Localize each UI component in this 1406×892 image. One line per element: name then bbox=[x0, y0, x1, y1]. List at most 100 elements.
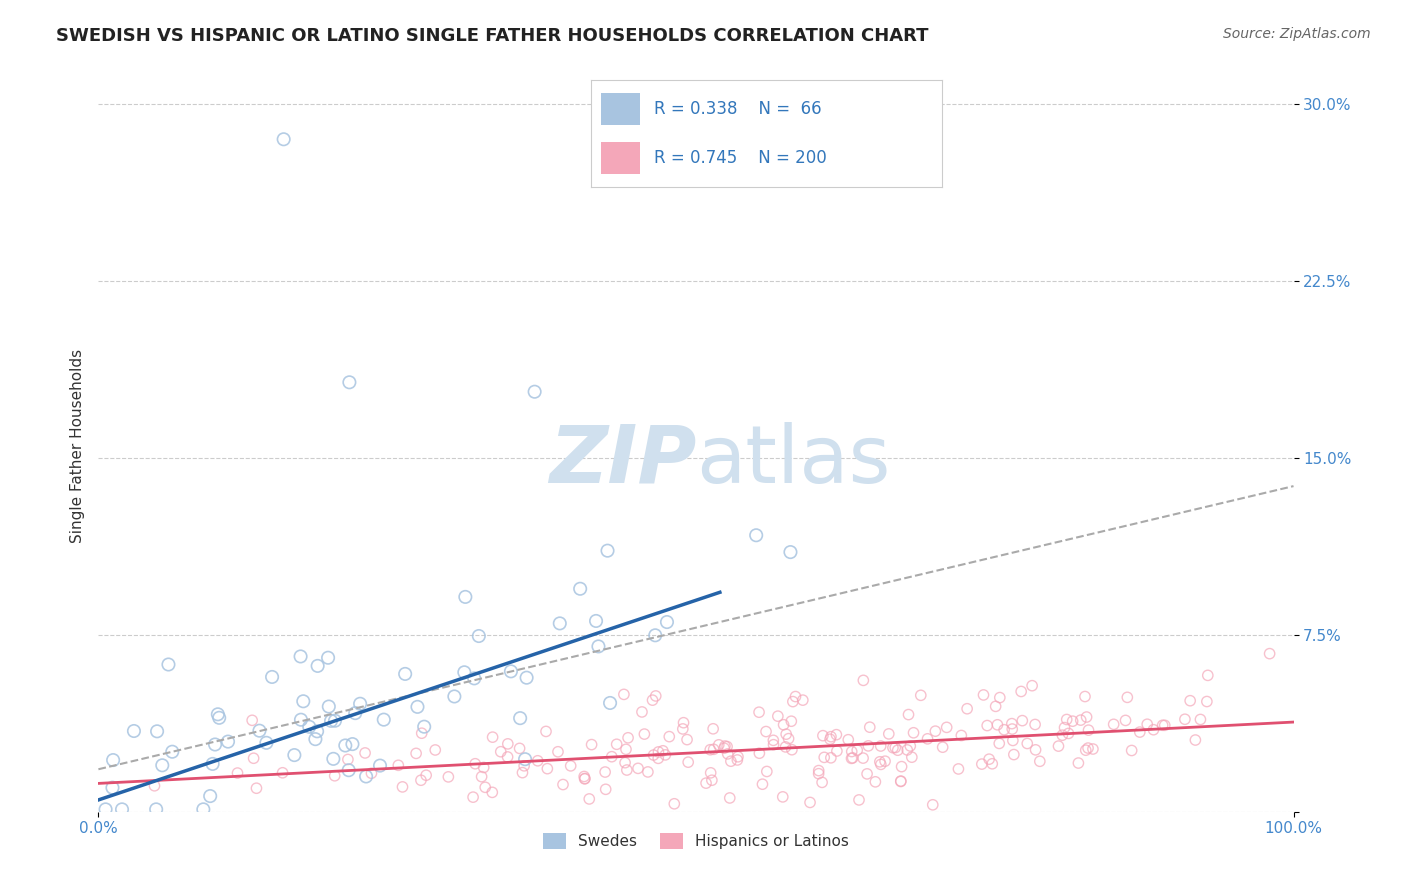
Point bbox=[841, 751, 863, 765]
Point bbox=[242, 751, 264, 765]
Point bbox=[468, 629, 491, 643]
Point bbox=[198, 789, 221, 803]
Point bbox=[921, 797, 943, 812]
Point bbox=[409, 773, 432, 788]
Point bbox=[950, 729, 973, 743]
Point bbox=[581, 738, 603, 752]
Point bbox=[1197, 668, 1219, 682]
Point bbox=[655, 615, 678, 629]
Point bbox=[406, 699, 429, 714]
Point bbox=[335, 739, 357, 753]
Point bbox=[394, 667, 416, 681]
Point bbox=[617, 731, 640, 745]
Point bbox=[472, 760, 495, 774]
Point bbox=[339, 376, 361, 390]
Point bbox=[292, 694, 315, 708]
Point bbox=[869, 739, 891, 753]
Point bbox=[588, 640, 610, 654]
Point bbox=[387, 758, 409, 772]
Point bbox=[560, 759, 582, 773]
Point bbox=[283, 748, 305, 763]
Point bbox=[1001, 733, 1024, 747]
Point bbox=[725, 753, 748, 767]
Point bbox=[304, 732, 326, 747]
Point bbox=[873, 754, 896, 768]
Point bbox=[606, 737, 628, 751]
Point bbox=[780, 742, 803, 756]
Point bbox=[780, 714, 803, 729]
Point bbox=[454, 590, 477, 604]
Point bbox=[1056, 713, 1078, 727]
Point bbox=[699, 743, 721, 757]
Point bbox=[884, 740, 907, 755]
Point bbox=[536, 762, 558, 776]
Point bbox=[643, 747, 665, 762]
Point bbox=[157, 657, 180, 672]
Point bbox=[509, 711, 531, 725]
Point bbox=[354, 769, 377, 783]
Point bbox=[654, 747, 676, 762]
Point bbox=[825, 728, 848, 742]
Point bbox=[596, 543, 619, 558]
Point bbox=[859, 720, 882, 734]
Point bbox=[614, 742, 637, 756]
Point bbox=[986, 718, 1008, 732]
Point bbox=[509, 741, 531, 756]
Point bbox=[716, 739, 738, 754]
Point bbox=[512, 765, 534, 780]
Point bbox=[755, 764, 778, 779]
Point bbox=[1070, 713, 1092, 727]
Point bbox=[699, 765, 721, 780]
Point bbox=[869, 757, 891, 772]
Point bbox=[262, 670, 284, 684]
Point bbox=[1077, 723, 1099, 738]
Point bbox=[1002, 747, 1025, 762]
Point bbox=[852, 673, 875, 688]
Point bbox=[474, 780, 496, 795]
Point bbox=[391, 780, 413, 794]
Point bbox=[471, 770, 494, 784]
Point bbox=[101, 753, 124, 767]
Point bbox=[775, 739, 797, 754]
Point bbox=[415, 768, 437, 782]
Point bbox=[976, 718, 998, 732]
Point bbox=[956, 702, 979, 716]
Point bbox=[122, 724, 145, 739]
Point bbox=[1102, 717, 1125, 731]
Point bbox=[143, 779, 166, 793]
Point bbox=[651, 744, 673, 758]
Point bbox=[307, 659, 329, 673]
Point bbox=[207, 707, 229, 722]
Point bbox=[869, 755, 891, 769]
Point bbox=[647, 745, 669, 759]
Point bbox=[782, 695, 804, 709]
Point bbox=[368, 758, 391, 772]
Point bbox=[1081, 742, 1104, 756]
Point bbox=[613, 687, 636, 701]
Point bbox=[901, 750, 924, 764]
Point bbox=[1077, 741, 1099, 756]
Point bbox=[775, 727, 797, 741]
Point bbox=[616, 763, 638, 777]
Text: ZIP: ZIP bbox=[548, 422, 696, 500]
Point bbox=[924, 724, 946, 739]
Point bbox=[1178, 694, 1201, 708]
Point bbox=[890, 774, 912, 789]
Point bbox=[745, 528, 768, 542]
Point bbox=[1024, 717, 1046, 731]
Point bbox=[910, 688, 932, 702]
Point bbox=[111, 802, 134, 816]
Point bbox=[644, 628, 666, 642]
Point bbox=[516, 671, 538, 685]
Point bbox=[970, 757, 993, 772]
Point bbox=[637, 764, 659, 779]
Point bbox=[437, 770, 460, 784]
Point bbox=[766, 709, 789, 723]
Point bbox=[572, 769, 595, 783]
Point bbox=[342, 737, 364, 751]
Point bbox=[316, 650, 339, 665]
Point bbox=[318, 699, 340, 714]
Point bbox=[799, 796, 821, 810]
Point bbox=[631, 705, 654, 719]
Point bbox=[647, 751, 669, 765]
